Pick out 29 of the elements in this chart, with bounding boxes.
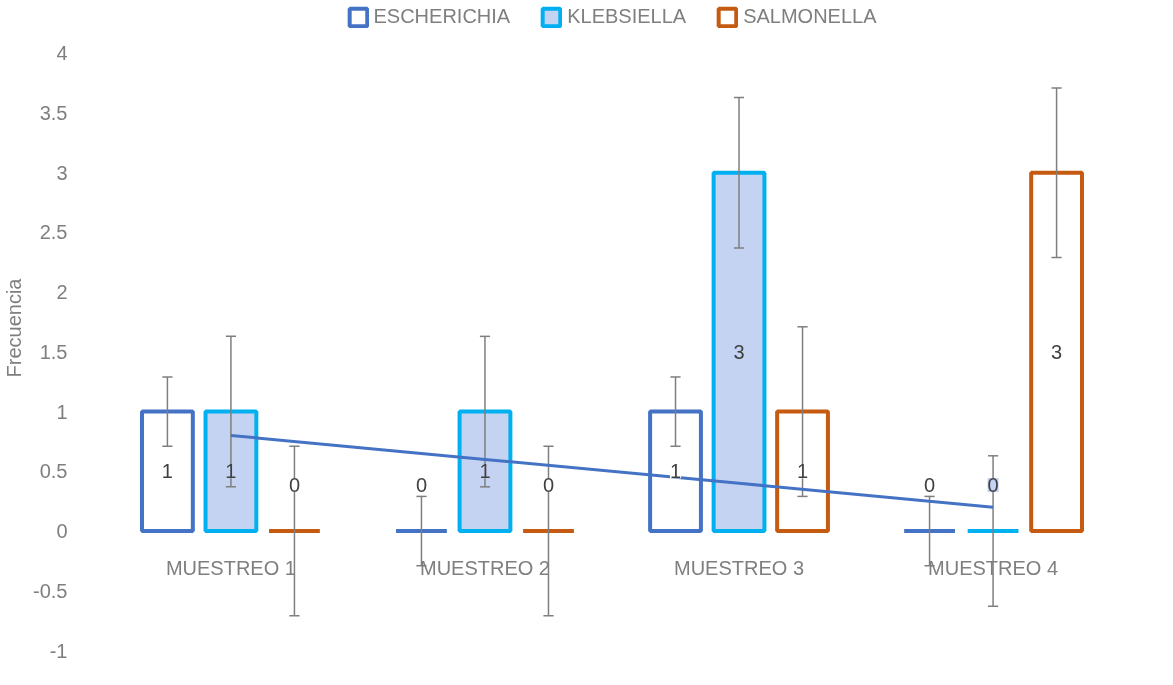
y-tick-label: 0.5: [39, 460, 68, 483]
y-tick-label: 3: [56, 161, 68, 184]
data-label: 1: [225, 460, 237, 483]
y-tick-label: 2.5: [39, 221, 68, 244]
x-tick-label: MUESTREO 3: [674, 557, 805, 580]
y-tick-label: -1: [49, 639, 68, 662]
y-tick-label: 0: [56, 520, 68, 543]
data-label: 0: [288, 474, 300, 497]
data-label: 0: [542, 474, 555, 497]
data-label: 1: [796, 460, 809, 483]
y-tick-label: 3.5: [39, 102, 68, 124]
y-axis-title: Frecuencia: [3, 277, 26, 378]
data-label: 0: [415, 474, 428, 497]
data-label: 0: [924, 474, 936, 497]
data-label: 3: [1051, 340, 1063, 363]
legend-label: KLEBSIELLA: [567, 5, 687, 28]
x-tick-label: MUESTREO 1: [165, 557, 296, 580]
legend-label: ESCHERICHIA: [373, 5, 511, 28]
data-label: 3: [733, 340, 745, 363]
legend-label: SALMONELLA: [743, 5, 877, 28]
data-label: 1: [161, 460, 173, 483]
y-tick-label: 2: [56, 281, 68, 304]
y-tick-label: 4: [56, 42, 68, 65]
y-tick-label: 1: [56, 400, 68, 423]
data-label: 1: [479, 460, 491, 483]
data-label: 1: [669, 460, 682, 483]
data-label: 0: [987, 474, 999, 497]
y-tick-label: 1.5: [39, 340, 68, 363]
y-tick-label: -0.5: [33, 579, 68, 602]
